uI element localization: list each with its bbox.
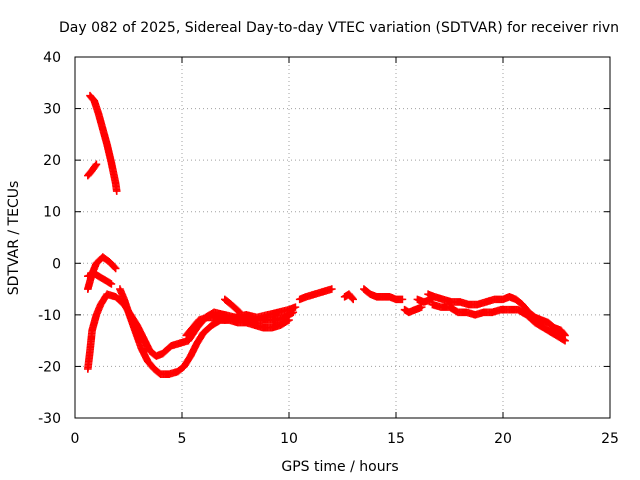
series-track-8 bbox=[221, 295, 244, 317]
y-tick-label: 30 bbox=[43, 102, 61, 118]
x-axis-label: GPS time / hours bbox=[281, 459, 398, 475]
series-track-4 bbox=[84, 269, 116, 288]
data-point bbox=[349, 295, 357, 304]
x-tick-label: 15 bbox=[387, 431, 405, 447]
grid bbox=[75, 57, 610, 418]
series-track-12 bbox=[400, 303, 426, 317]
data-point bbox=[417, 303, 426, 311]
x-tick-label: 0 bbox=[71, 431, 80, 447]
series-track-15 bbox=[413, 295, 437, 306]
data-marks bbox=[84, 91, 569, 378]
data-point bbox=[428, 295, 437, 304]
x-tick-label: 20 bbox=[494, 431, 512, 447]
series-track-9 bbox=[295, 285, 336, 304]
y-tick-label: -20 bbox=[38, 359, 61, 375]
x-tick-label: 25 bbox=[601, 431, 619, 447]
data-point bbox=[111, 264, 120, 273]
data-point bbox=[112, 187, 121, 195]
data-point bbox=[289, 308, 298, 317]
series-track-7 bbox=[182, 308, 298, 340]
data-point bbox=[234, 307, 243, 316]
data-point bbox=[328, 285, 336, 293]
data-point bbox=[348, 294, 357, 303]
data-point bbox=[110, 263, 119, 272]
data-point bbox=[92, 160, 101, 169]
series-track-10 bbox=[340, 290, 357, 304]
y-tick-label: 20 bbox=[43, 153, 61, 169]
chart-title: Day 082 of 2025, Sidereal Day-to-day VTE… bbox=[59, 20, 619, 36]
series-track-11 bbox=[360, 285, 407, 304]
data-point bbox=[561, 336, 569, 345]
x-tick-label: 10 bbox=[280, 431, 298, 447]
y-tick-label: 40 bbox=[43, 50, 61, 66]
x-tick-label: 5 bbox=[178, 431, 187, 447]
y-tick-label: -10 bbox=[38, 308, 61, 324]
series-track-14 bbox=[428, 300, 569, 345]
y-tick-label: 0 bbox=[52, 256, 61, 272]
series-track-1 bbox=[84, 160, 101, 180]
data-point bbox=[398, 295, 407, 304]
plot-border bbox=[74, 56, 611, 419]
series-track-2 bbox=[86, 91, 121, 195]
axis-ticks: 0 5 10 15 20 25 -30 -20 -10 0 10 20 30 40 bbox=[38, 50, 619, 447]
data-point bbox=[235, 308, 244, 317]
y-axis-label: SDTVAR / TECUs bbox=[6, 181, 22, 296]
data-point bbox=[291, 303, 300, 311]
data-point bbox=[107, 280, 116, 288]
series-track-13 bbox=[424, 290, 569, 340]
y-tick-label: -30 bbox=[38, 411, 61, 427]
y-tick-label: 10 bbox=[43, 205, 61, 221]
